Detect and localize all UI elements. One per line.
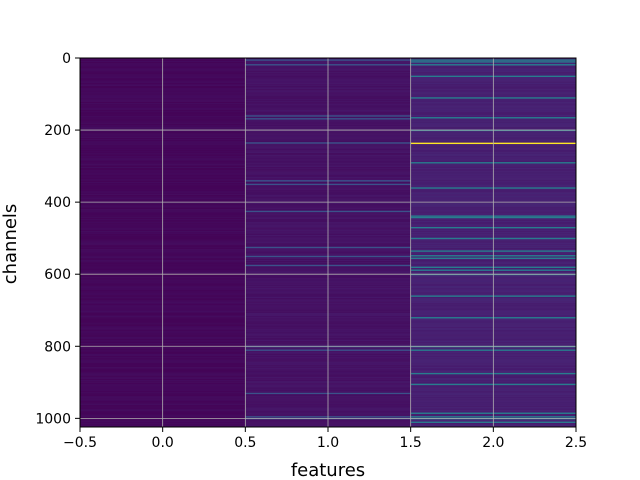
x-tick-label: 2.5 — [565, 435, 587, 451]
axes-frame — [79, 57, 577, 428]
x-tick-label: 0.5 — [234, 435, 256, 451]
x-tick-label: 1.0 — [317, 435, 339, 451]
y-axis: 0 200 400 600 800 1000 — [35, 51, 80, 427]
y-tick-label: 200 — [44, 123, 71, 139]
y-tick-label: 1000 — [35, 411, 71, 427]
x-axis-label: features — [291, 460, 365, 480]
y-tick-label: 600 — [44, 267, 71, 283]
y-tick-label: 0 — [62, 51, 71, 67]
y-axis-label: channels — [0, 204, 21, 285]
x-axis: −0.5 0.0 0.5 1.0 1.5 2.0 2.5 — [63, 427, 587, 451]
y-tick-label: 400 — [44, 195, 71, 211]
x-tick-label: 2.0 — [482, 435, 504, 451]
y-tick-label: 800 — [44, 339, 71, 355]
x-tick-label: −0.5 — [63, 435, 97, 451]
x-tick-label: 1.5 — [400, 435, 422, 451]
x-tick-label: 0.0 — [152, 435, 174, 451]
